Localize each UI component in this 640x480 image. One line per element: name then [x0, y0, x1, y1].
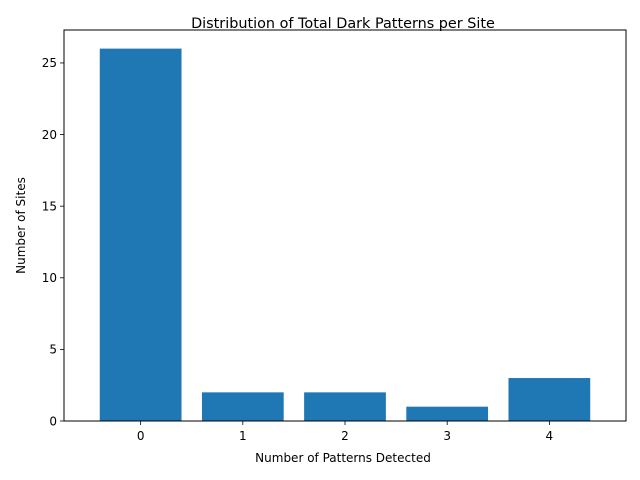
y-tick-label: 20	[42, 128, 57, 142]
y-tick-label: 5	[49, 343, 57, 357]
plot-frame	[63, 29, 627, 422]
y-tick-label: 15	[42, 199, 57, 213]
y-axis-label: Number of Sites	[14, 177, 28, 274]
x-axis-ticks: 0 1 2 3 4	[137, 421, 553, 443]
chart-title: Distribution of Total Dark Patterns per …	[191, 16, 495, 32]
bar-3	[406, 406, 489, 421]
y-axis-ticks: 0 5 10 15 20 25	[42, 56, 64, 428]
bars-group	[99, 48, 591, 421]
y-tick-label: 0	[49, 414, 57, 428]
x-axis-label: Number of Patterns Detected	[255, 451, 431, 465]
bar-0	[99, 48, 182, 421]
x-tick-label: 0	[137, 429, 145, 443]
x-tick-label: 2	[341, 429, 349, 443]
bar-2	[304, 392, 386, 421]
bar-1	[201, 392, 284, 421]
x-tick-label: 3	[443, 429, 451, 443]
y-tick-label: 25	[42, 56, 57, 70]
x-tick-label: 4	[546, 429, 554, 443]
x-tick-label: 1	[239, 429, 247, 443]
bar-4	[508, 378, 591, 421]
y-tick-label: 10	[42, 271, 57, 285]
